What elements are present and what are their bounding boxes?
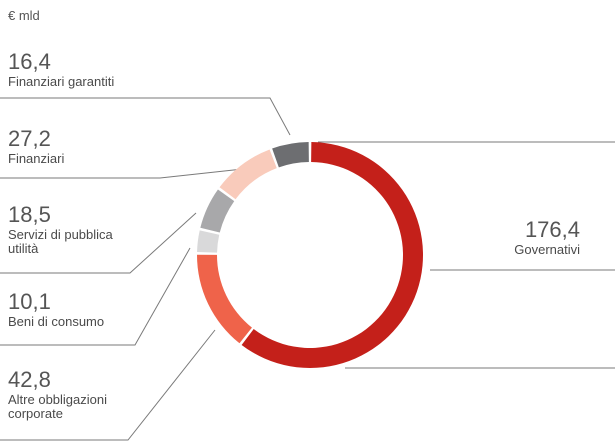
donut-segment	[219, 149, 277, 200]
leader-line	[0, 97, 291, 136]
value-label: 27,2	[8, 126, 51, 151]
unit-label: € mld	[8, 8, 40, 23]
value-label: 176,4	[524, 217, 580, 242]
value-label: 16,4	[8, 49, 51, 74]
donut-segment	[200, 189, 235, 233]
donut-segment	[197, 230, 220, 253]
value-label: 18,5	[8, 202, 51, 227]
leader-line	[0, 212, 197, 274]
category-label: Beni di consumo	[8, 314, 105, 329]
donut-segment	[241, 142, 423, 368]
donut-segment	[272, 142, 309, 168]
category-label: Servizi di pubblica utilità	[8, 227, 113, 256]
value-label: 10,1	[8, 289, 51, 314]
value-label: 42,8	[8, 367, 51, 392]
category-label: Governativi	[514, 242, 580, 257]
category-label: Altre obbligazioni corporate	[8, 392, 108, 421]
leader-line	[0, 167, 253, 179]
category-label: Finanziari garantiti	[8, 74, 115, 89]
leader-line	[0, 329, 216, 441]
leader-line	[0, 247, 191, 346]
donut-segment	[197, 254, 252, 344]
leader-lines	[0, 97, 615, 441]
category-label: Finanziari	[8, 151, 65, 166]
